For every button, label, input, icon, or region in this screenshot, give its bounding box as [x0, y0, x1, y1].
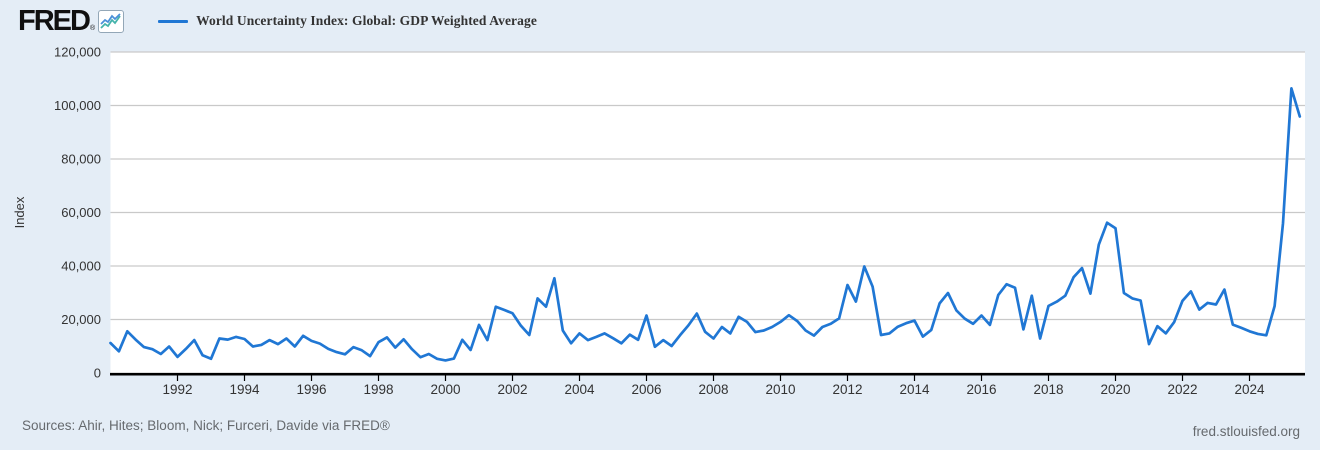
x-tick-label: 2008: [698, 382, 728, 397]
x-tick-label: 1998: [363, 382, 393, 397]
x-tick-label: 2020: [1100, 382, 1130, 397]
y-tick-label: 0: [94, 366, 101, 381]
x-tick-label: 2024: [1234, 382, 1265, 397]
y-tick-label: 40,000: [61, 259, 101, 274]
y-tick-label: 120,000: [54, 45, 101, 60]
x-tick-label: 2002: [497, 382, 527, 397]
x-tick-label: 1992: [162, 382, 192, 397]
legend: World Uncertainty Index: Global: GDP Wei…: [158, 13, 537, 29]
x-tick-label: 2022: [1167, 382, 1197, 397]
x-tick-label: 2014: [899, 382, 930, 397]
registered-trademark-icon: ®: [89, 25, 96, 32]
header: FRED ® World Uncertainty Index: Global: …: [18, 6, 537, 36]
y-tick-label: 60,000: [61, 205, 101, 220]
y-tick-label: 80,000: [61, 152, 101, 167]
fred-logo[interactable]: FRED ®: [18, 5, 125, 37]
x-tick-label: 2018: [1033, 382, 1063, 397]
x-tick-label: 2016: [966, 382, 996, 397]
y-tick-label: 20,000: [61, 312, 101, 327]
sources-text: Sources: Ahir, Hites; Bloom, Nick; Furce…: [22, 418, 390, 433]
x-tick-label: 1996: [296, 382, 326, 397]
y-axis-title: Index: [12, 196, 27, 228]
x-tick-label: 2010: [765, 382, 795, 397]
x-tick-label: 2004: [564, 382, 595, 397]
x-tick-label: 2000: [430, 382, 460, 397]
sparkline-chart-icon: [98, 9, 125, 33]
x-tick-label: 2012: [832, 382, 862, 397]
data-line[interactable]: [109, 87, 1302, 362]
x-tick-label: 1994: [229, 382, 260, 397]
site-link[interactable]: fred.stlouisfed.org: [1192, 424, 1300, 439]
y-tick-label: 100,000: [54, 98, 101, 113]
legend-line-swatch: [158, 19, 189, 23]
fred-logo-text: FRED: [18, 5, 91, 37]
x-tick-label: 2006: [631, 382, 661, 397]
series-title: World Uncertainty Index: Global: GDP Wei…: [196, 13, 537, 28]
